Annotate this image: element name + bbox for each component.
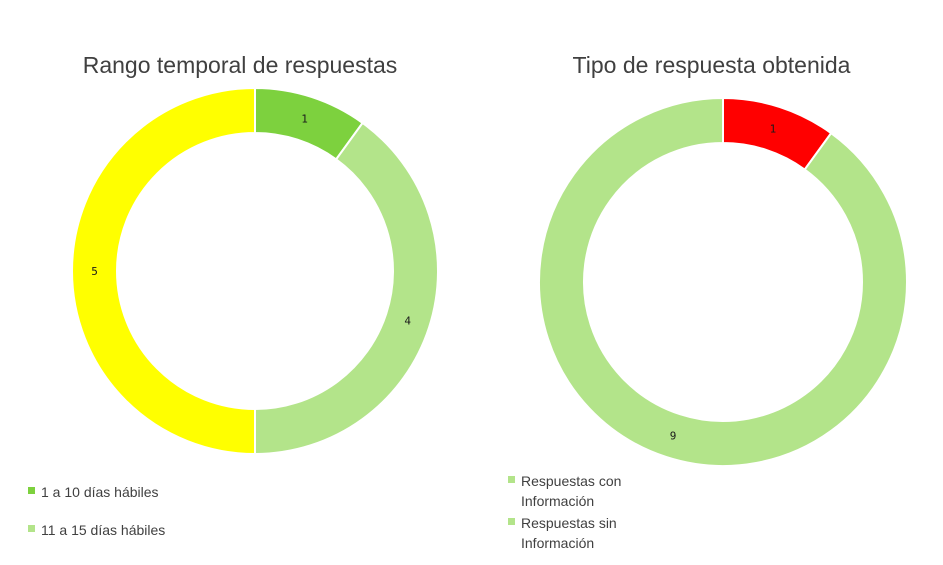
legend-swatch bbox=[508, 518, 515, 525]
data-label: 5 bbox=[91, 265, 98, 278]
donut-chart: 19 bbox=[538, 96, 908, 467]
donut-slice bbox=[254, 121, 439, 456]
legend-swatch bbox=[28, 487, 35, 494]
legend-label: Respuestas con Información bbox=[521, 473, 622, 509]
data-label: 1 bbox=[301, 112, 308, 125]
chart-title: Rango temporal de respuestas bbox=[82, 52, 398, 78]
chart-title: Tipo de respuesta obtenida bbox=[572, 52, 851, 78]
data-label: 1 bbox=[770, 122, 777, 135]
legend-label: 11 a 15 días hábiles bbox=[41, 522, 166, 538]
legend-swatch bbox=[508, 476, 515, 483]
legend-item: 11 a 15 días hábiles bbox=[28, 520, 165, 540]
legend-item: 1 a 10 días hábiles bbox=[28, 482, 159, 502]
legend-item: Respuestas con Información bbox=[508, 471, 638, 511]
data-label: 4 bbox=[404, 315, 411, 328]
legend-label: Respuestas sin Información bbox=[521, 515, 617, 551]
donut-slice bbox=[71, 86, 256, 456]
chart-rango-temporal: Rango temporal de respuestas 1 4 5 1 a 10 … bbox=[28, 52, 439, 540]
data-label: 9 bbox=[670, 430, 677, 443]
donut-slice bbox=[538, 96, 908, 467]
legend-swatch bbox=[28, 525, 35, 532]
legend-label: 1 a 10 días hábiles bbox=[41, 484, 159, 500]
donut-chart: 1 4 5 bbox=[71, 86, 439, 456]
legend-item: Respuestas sin Información bbox=[508, 513, 638, 553]
